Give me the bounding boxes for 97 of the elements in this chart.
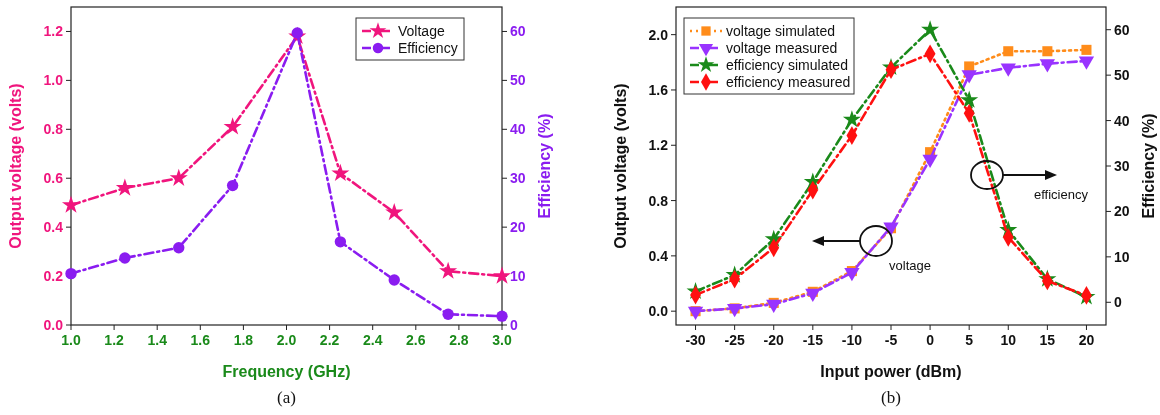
point: [496, 310, 508, 322]
x-tick-label: 10: [1000, 332, 1017, 348]
point: [1000, 63, 1016, 77]
y-axis-title: Output voltage (volts): [7, 83, 24, 249]
point: [492, 266, 512, 284]
point: [173, 242, 185, 254]
y-tick-label: 2.0: [648, 26, 669, 43]
point: [1039, 59, 1056, 73]
x-tick-label: 15: [1039, 332, 1056, 348]
x-tick-label: 2.0: [276, 332, 297, 348]
y2-tick-label: 40: [1114, 112, 1130, 129]
y2-tick-label: 10: [510, 268, 526, 285]
legend-label: voltage measured: [726, 40, 838, 56]
y2-tick-label: 60: [510, 23, 526, 40]
point: [334, 236, 347, 248]
legend-label: Efficiency: [398, 40, 458, 56]
x-tick-label: -30: [685, 332, 706, 348]
x-axis-title: Input power (dBm): [820, 363, 962, 380]
x-tick-label: 0: [926, 332, 935, 348]
y-tick-label: 1.6: [648, 81, 669, 98]
y2-axis-title: Efficiency (%): [536, 113, 553, 219]
point: [119, 252, 131, 264]
y2-tick-label: 50: [1114, 67, 1130, 84]
point: [844, 268, 860, 282]
x-tick-label: 20: [1078, 332, 1095, 348]
point: [726, 303, 743, 318]
point: [921, 20, 940, 38]
y2-tick-label: 10: [1114, 248, 1130, 265]
legend-label: efficiency measured: [726, 74, 851, 90]
point: [115, 178, 134, 196]
x-tick-label: 1.2: [104, 332, 125, 348]
y2-axis-title: Efficiency (%): [1140, 113, 1157, 219]
x-tick-label: -10: [841, 332, 863, 348]
x-tick-label: 3.0: [492, 332, 512, 348]
point: [842, 110, 861, 128]
point: [922, 154, 938, 168]
y-tick-label: 0.0: [43, 317, 64, 333]
point: [687, 306, 704, 321]
y-tick-label: 0.2: [43, 268, 64, 285]
legend-label: voltage simulated: [726, 23, 835, 39]
point: [442, 308, 454, 320]
point: [1042, 46, 1053, 57]
point: [960, 90, 979, 108]
y2-tick-label: 30: [510, 170, 526, 187]
legend-label: efficiency simulated: [726, 57, 848, 73]
text: (b): [881, 388, 901, 407]
y2-tick-label: 0: [1114, 294, 1122, 311]
y2-tick-label: 40: [510, 121, 526, 138]
x-tick-label: 2.2: [319, 332, 340, 348]
x-tick-label: 1.0: [61, 332, 81, 348]
y-tick-label: 0.4: [43, 219, 64, 236]
legend-label: Voltage: [398, 23, 445, 39]
y-tick-label: 1.2: [43, 23, 64, 40]
x-tick-label: 1.6: [190, 332, 211, 348]
point: [1081, 44, 1092, 55]
y-tick-label: 0.6: [43, 170, 64, 187]
x-tick-label: 1.4: [147, 332, 168, 348]
text: (a): [277, 388, 296, 407]
x-tick-label: -5: [884, 332, 898, 348]
y-tick-label: 1.2: [648, 137, 669, 154]
point: [385, 202, 404, 221]
y2-tick-label: 60: [1114, 21, 1130, 38]
point: [169, 168, 188, 186]
y2-tick-label: 20: [510, 219, 526, 236]
annotation: efficiency: [1034, 187, 1089, 202]
point: [331, 163, 350, 182]
x-tick-label: -15: [802, 332, 824, 348]
y2-tick-label: 50: [510, 72, 526, 89]
x-tick-label: 5: [965, 332, 974, 348]
point: [65, 267, 77, 280]
point: [388, 274, 400, 286]
y-tick-label: 1.0: [43, 72, 64, 89]
y-tick-label: 0.8: [648, 192, 669, 209]
annotation: voltage: [889, 258, 931, 273]
y2-tick-label: 30: [1114, 158, 1130, 174]
x-tick-label: 2.8: [449, 332, 469, 348]
point: [805, 288, 821, 303]
x-tick-label: 2.4: [362, 332, 383, 348]
x-axis-title: Frequency (GHz): [222, 363, 351, 380]
point: [61, 195, 81, 213]
point: [961, 70, 977, 84]
point: [439, 261, 458, 279]
y-tick-label: 0.8: [43, 121, 64, 138]
y-tick-label: 0.0: [648, 303, 669, 320]
point: [226, 179, 239, 192]
point: [766, 299, 782, 314]
x-tick-label: 1.8: [233, 332, 254, 348]
y-tick-label: 0.4: [648, 247, 669, 264]
point: [1003, 46, 1014, 57]
y-axis-title: Output voltage (volts): [612, 83, 629, 249]
y2-tick-label: 0: [510, 317, 518, 333]
x-tick-label: -25: [724, 332, 745, 348]
point: [223, 117, 242, 135]
x-tick-label: 2.6: [406, 332, 426, 348]
x-tick-label: -20: [763, 332, 785, 348]
point: [1078, 56, 1095, 70]
y2-tick-label: 20: [1114, 203, 1130, 220]
